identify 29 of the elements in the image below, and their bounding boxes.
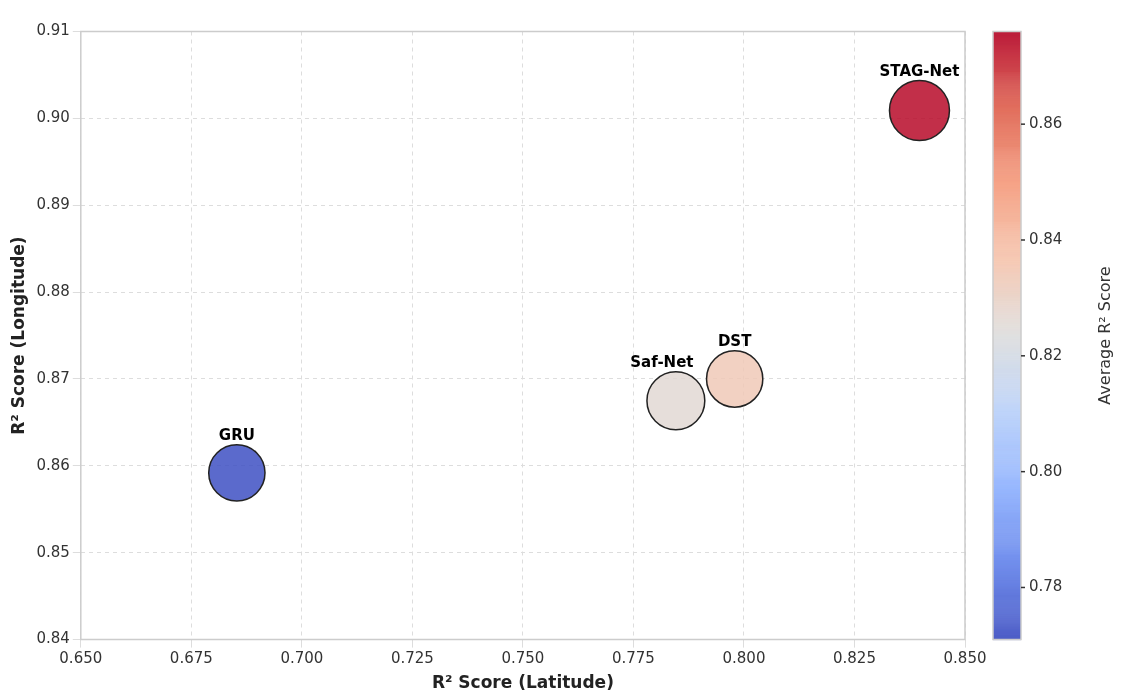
color-bar-label: 0.86 xyxy=(1029,114,1063,133)
color-bar-label: 0.84 xyxy=(1029,229,1063,248)
series-label: Saf-Net xyxy=(630,353,694,372)
x-tick-label: 0.750 xyxy=(501,649,545,668)
x-tick-label: 0.800 xyxy=(722,649,766,668)
y-tick-label: 0.89 xyxy=(36,195,70,214)
x-tick-label: 0.650 xyxy=(59,649,103,668)
y-tick-label: 0.86 xyxy=(36,455,70,474)
x-tick-label: 0.725 xyxy=(390,649,434,668)
series-label: STAG-Net xyxy=(879,61,960,80)
x-tick-label: 0.850 xyxy=(943,649,987,668)
y-tick-label: 0.85 xyxy=(36,542,70,561)
y-axis-title: R² Score (Longitude) xyxy=(7,236,28,435)
color-bar-label: 0.78 xyxy=(1029,577,1063,596)
x-tick-label: 0.700 xyxy=(280,649,324,668)
y-tick-label: 0.90 xyxy=(36,108,70,127)
x-tick-label: 0.775 xyxy=(611,649,655,668)
y-tick-label: 0.91 xyxy=(36,21,70,40)
color-bar-label: 0.82 xyxy=(1029,345,1063,364)
y-tick-label: 0.84 xyxy=(36,629,70,648)
x-tick-label: 0.675 xyxy=(169,649,213,668)
x-axis-title: R² Score (Latitude) xyxy=(431,672,614,693)
x-tick-label: 0.825 xyxy=(833,649,876,668)
color-bar-label: 0.80 xyxy=(1029,461,1063,480)
y-tick-label: 0.88 xyxy=(36,282,70,300)
series-label: GRU xyxy=(218,426,255,445)
y-tick-label: 0.87 xyxy=(36,368,70,387)
series-label: DST xyxy=(717,332,753,351)
color-bar-title: Average R² Score xyxy=(1095,266,1115,405)
